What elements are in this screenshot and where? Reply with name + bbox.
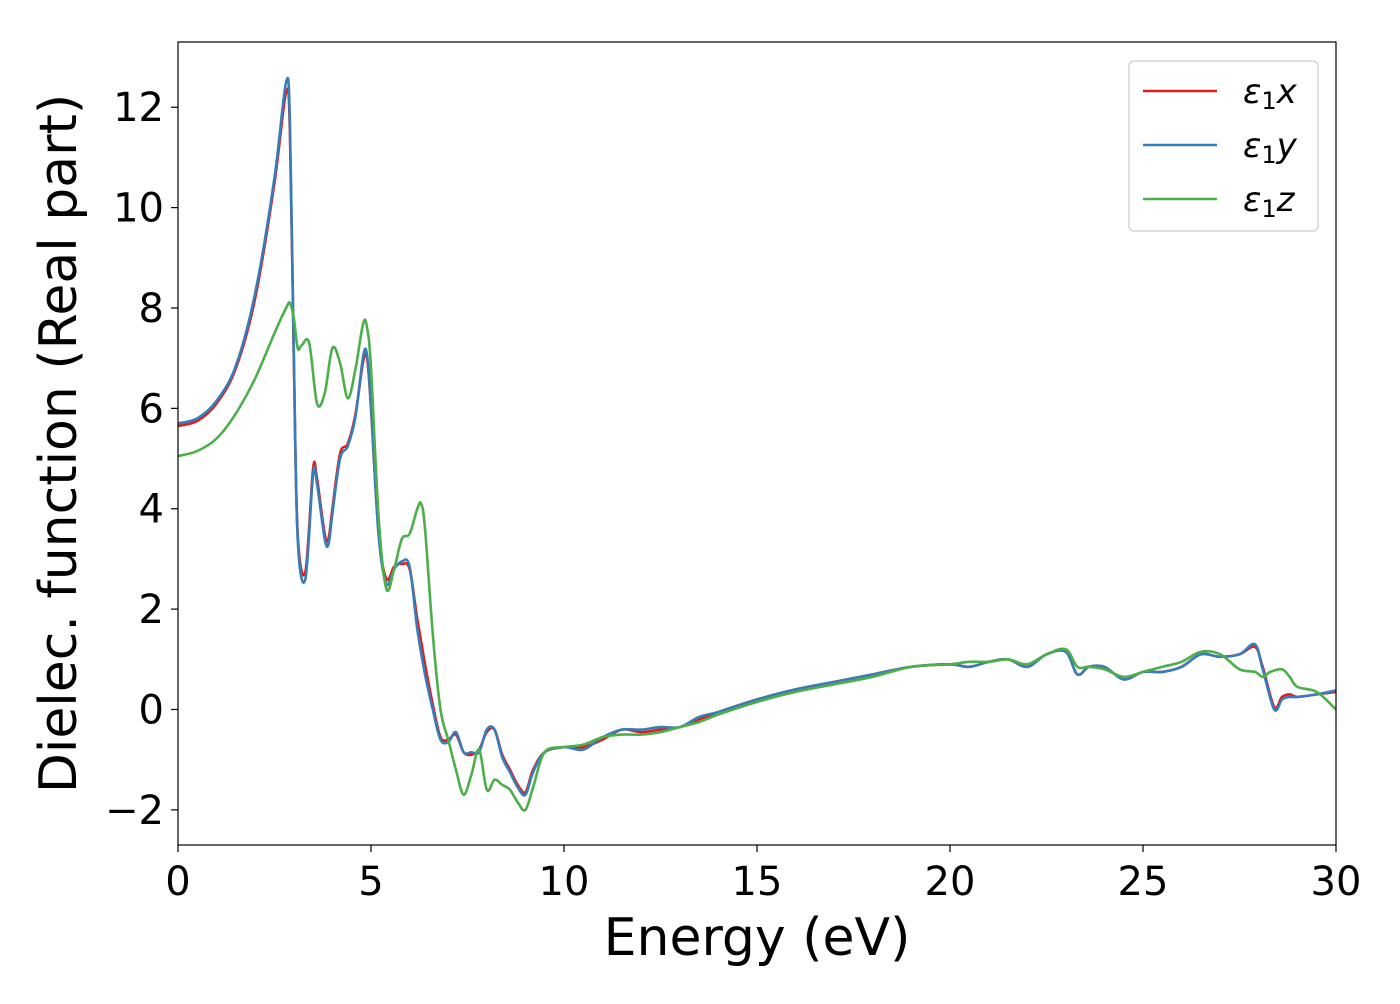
x-tick-label: 20 — [925, 859, 976, 905]
y-axis-label: Dielec. function (Real part) — [29, 94, 89, 793]
x-tick-label: 25 — [1118, 859, 1169, 905]
legend-label-x: ε1x — [1243, 72, 1298, 115]
legend-box — [1128, 60, 1319, 232]
y-tick-label: 2 — [139, 587, 164, 633]
x-tick-label: 15 — [732, 859, 783, 905]
series-line-z — [178, 301, 1336, 812]
y-tick-label: 0 — [139, 687, 164, 733]
x-axis-label: Energy (eV) — [604, 908, 911, 968]
y-tick-label: 12 — [113, 85, 164, 131]
y-tick-label: 8 — [139, 286, 164, 332]
y-tick-label: 4 — [139, 487, 164, 533]
legend-label-z: ε1z — [1243, 180, 1296, 223]
y-tick-label: 10 — [113, 186, 164, 232]
x-tick-label: 5 — [358, 859, 383, 905]
y-tick-label: −2 — [105, 788, 164, 834]
legend-label-y: ε1y — [1243, 126, 1298, 169]
series-lines — [178, 76, 1336, 812]
x-tick-label: 10 — [539, 859, 590, 905]
legend: ε1x ε1y ε1z — [1128, 60, 1319, 232]
x-tick-label: 0 — [165, 859, 190, 905]
series-line-y — [178, 76, 1336, 797]
x-tick-label: 30 — [1311, 859, 1362, 905]
y-tick-label: 6 — [139, 386, 164, 432]
